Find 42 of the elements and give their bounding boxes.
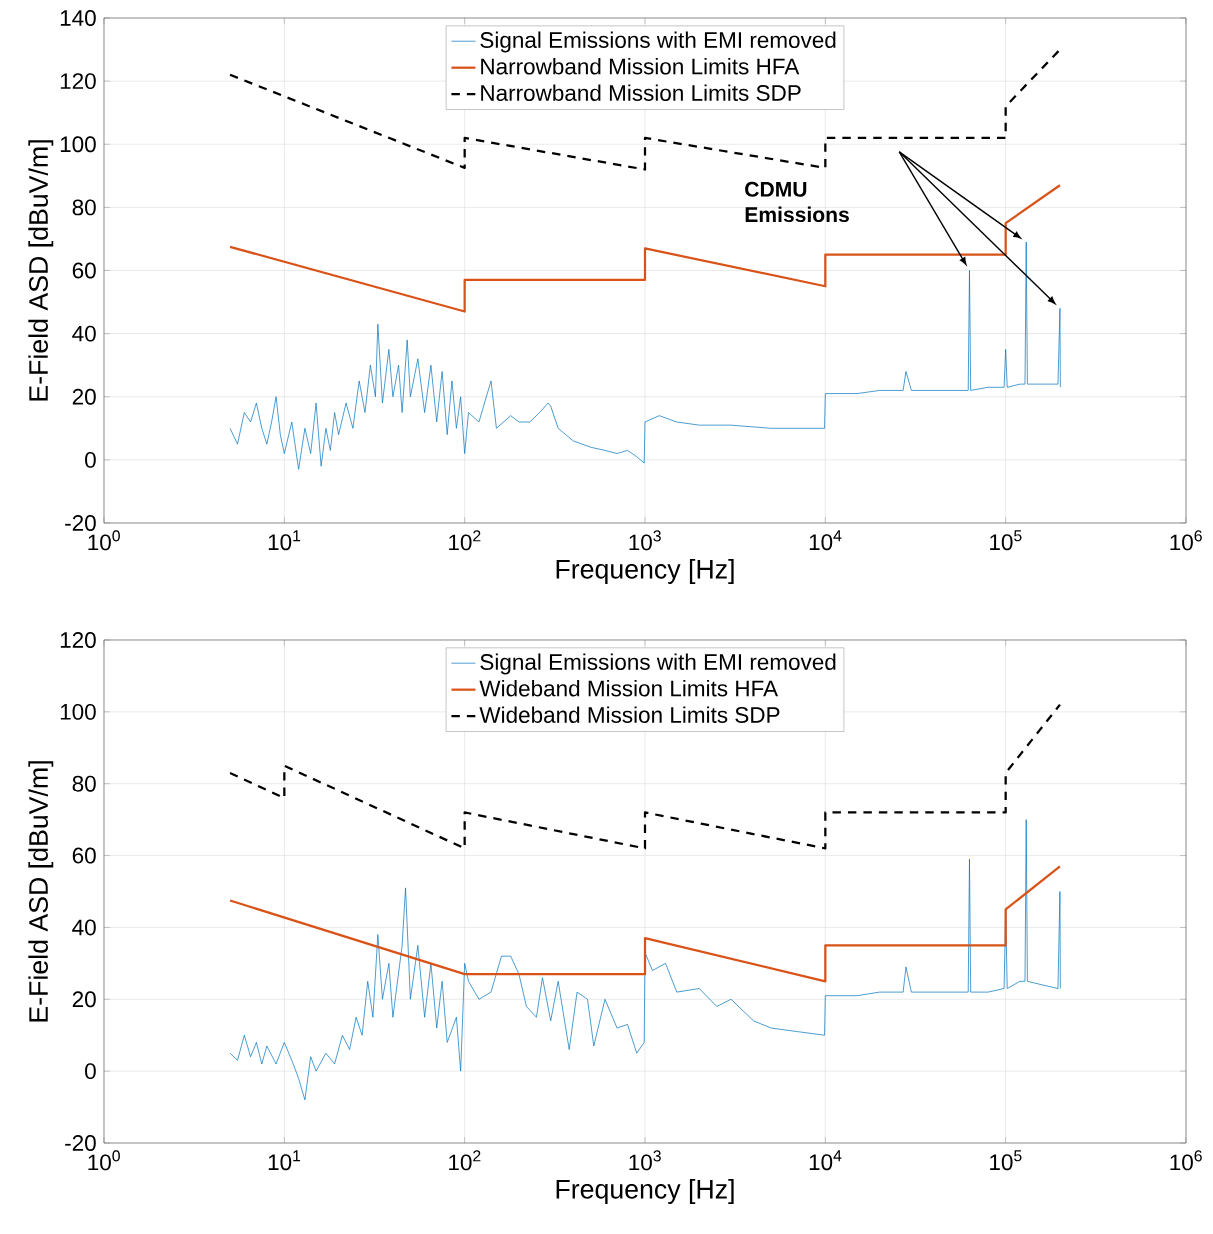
x-tick-label: 10$^{3}$ [629,1150,661,1171]
x-axis-title: Frequency [Hz] [556,1179,734,1204]
x-tick-label: 10$^{1}$ [268,530,301,551]
legend-label: Wideband Mission Limits SDP [479,706,780,723]
y-tick-label: -20 [65,1135,96,1151]
y-tick-label: 0 [85,1063,96,1080]
legend-label: Narrowband Mission Limits SDP [481,84,801,101]
y-tick-label: 40 [72,325,96,342]
y-tick-label: 120 [60,73,96,90]
y-tick-label: 80 [72,775,96,792]
y-tick-label: 40 [72,919,96,936]
legend-label: Signal Emissions with EMI removed [480,653,836,675]
x-tick-label: 10$^{1}$ [268,1150,301,1171]
x-tick-label: 10$^{6}$ [1170,1150,1202,1171]
legend-label: Signal Emissions with EMI removed [480,31,836,53]
legend-label: Narrowband Mission Limits HFA [481,57,800,75]
y-tick-label: -20 [65,515,96,531]
x-axis-title: Frequency [Hz] [556,559,734,584]
y-axis-title: E-Field ASD [dBuV/m] [28,140,54,401]
x-tick-label: 10$^{2}$ [449,1150,481,1171]
y-tick-label: 60 [72,847,96,864]
x-tick-label: 10$^{6}$ [1170,530,1202,551]
x-tick-label: 10$^{2}$ [449,530,481,551]
x-tick-label: 10$^{0}$ [88,1150,120,1171]
y-tick-label: 20 [72,991,96,1008]
y-tick-label: 0 [85,451,96,468]
legend-label: Wideband Mission Limits HFA [479,679,779,697]
annotation: CDMU Emissions [745,181,849,223]
x-tick-label: 10$^{5}$ [990,1150,1022,1171]
y-tick-label: 100 [60,136,96,153]
x-tick-label: 10$^{5}$ [990,530,1022,551]
y-tick-label: 80 [72,199,96,216]
y-axis-title: E-Field ASD [dBuV/m] [28,761,54,1022]
y-tick-label: 20 [72,388,96,405]
x-tick-label: 10$^{0}$ [88,530,120,551]
x-tick-label: 10$^{4}$ [809,1150,842,1171]
x-tick-label: 10$^{4}$ [809,530,842,551]
y-tick-label: 60 [72,262,96,279]
y-tick-label: 120 [60,632,96,648]
x-tick-label: 10$^{3}$ [629,530,661,551]
y-tick-label: 100 [60,703,96,720]
y-tick-label: 140 [60,10,96,26]
